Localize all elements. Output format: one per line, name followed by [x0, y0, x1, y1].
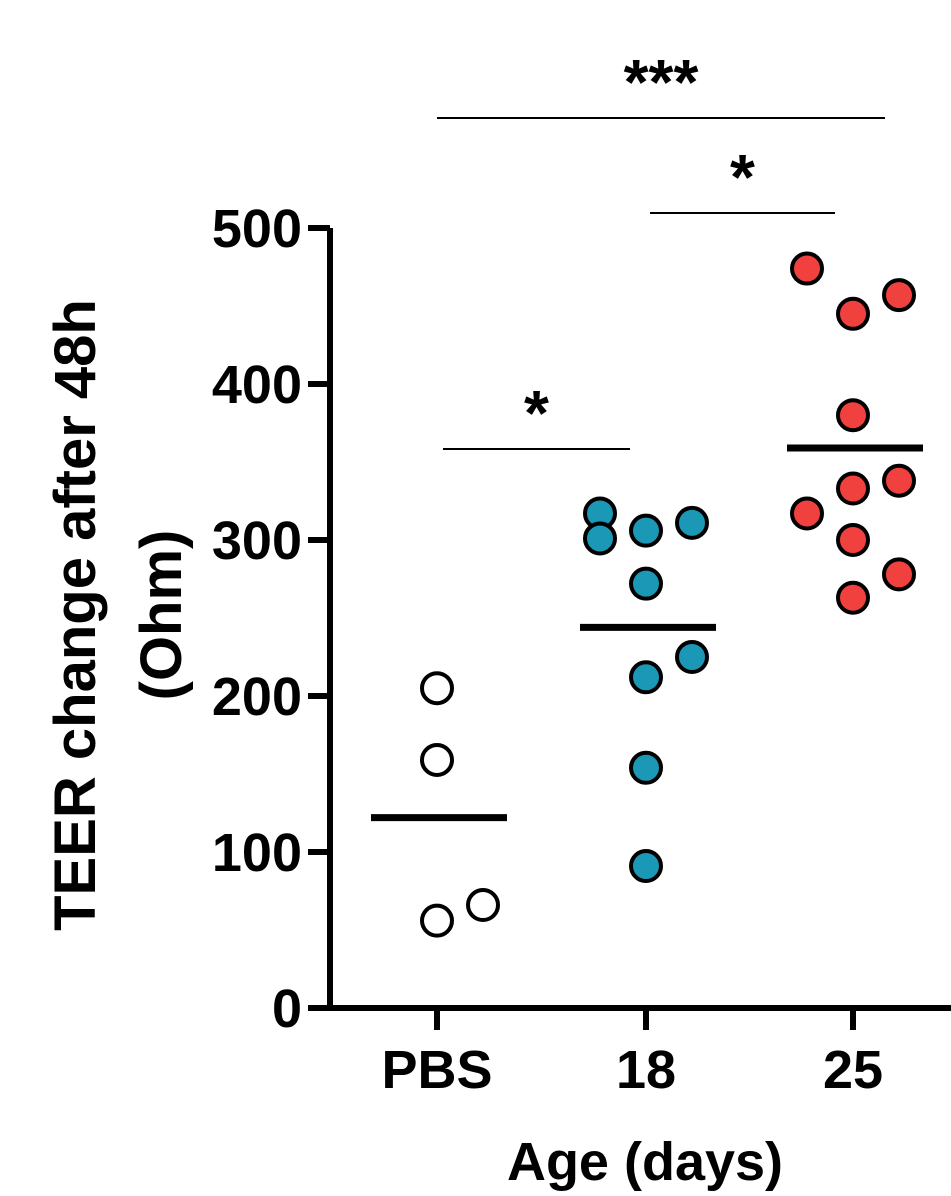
x-tick-label: 18	[616, 1040, 676, 1100]
y-tick-label: 200	[212, 667, 302, 727]
data-point	[790, 496, 824, 531]
x-tick-label: PBS	[381, 1040, 492, 1100]
y-tick-label: 500	[212, 199, 302, 259]
data-point	[629, 566, 663, 601]
data-point	[882, 278, 916, 313]
data-point	[790, 251, 824, 286]
mean-lines	[371, 444, 923, 822]
data-point	[629, 849, 663, 884]
data-point	[836, 398, 870, 433]
significance-label: *	[730, 141, 755, 213]
data-point	[420, 742, 454, 777]
significance-label: *	[524, 377, 549, 449]
y-axis: 0 100 200 300 400 500	[212, 199, 333, 1039]
significance-bars: *****	[437, 46, 885, 450]
data-point	[629, 750, 663, 785]
x-axis: PBS 18 25	[327, 1005, 951, 1100]
data-point	[836, 523, 870, 557]
data-point	[882, 557, 916, 592]
significance-label: ***	[624, 46, 699, 118]
y-axis-title-group: TEER change after 48h (Ohm)	[43, 299, 194, 931]
y-tick-label: 300	[212, 511, 302, 571]
data-points	[420, 251, 916, 938]
data-point	[629, 660, 663, 695]
y-tick-label: 400	[212, 355, 302, 415]
y-axis-title-line2: (Ohm)	[129, 530, 194, 701]
data-point	[583, 521, 617, 556]
data-point	[420, 671, 454, 706]
data-point	[420, 903, 454, 938]
y-axis-title-line1: TEER change after 48h	[43, 299, 108, 931]
data-point	[675, 505, 709, 540]
data-point	[882, 463, 916, 498]
y-tick-label: 100	[212, 823, 302, 883]
x-tick-label: 25	[823, 1040, 883, 1100]
data-point	[466, 888, 500, 923]
data-point	[836, 471, 870, 506]
data-point	[836, 580, 870, 615]
data-point	[629, 513, 663, 548]
x-axis-title: Age (days)	[507, 1132, 783, 1192]
data-point	[675, 640, 709, 674]
y-tick-label: 0	[272, 979, 302, 1039]
data-point	[836, 296, 870, 331]
